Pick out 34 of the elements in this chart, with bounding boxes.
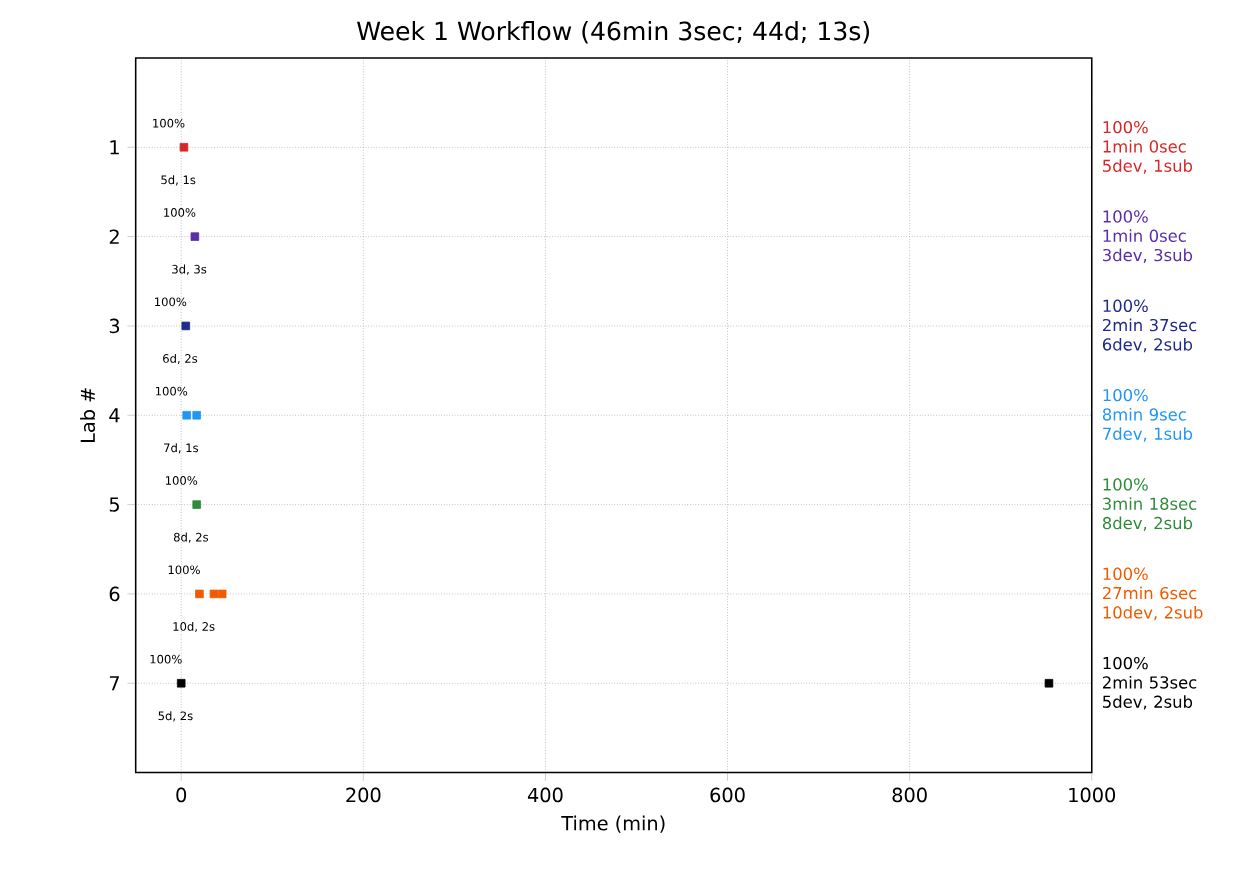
y-tick-label: 7 — [109, 675, 119, 690]
text: 100% 3min 18sec 8dev, 2sub — [1102, 477, 1197, 531]
text: 100% 2min 37sec 6dev, 2sub — [1102, 299, 1197, 352]
x-axis-title: Time (min) — [561, 815, 665, 833]
y-tick-label: 6 — [109, 586, 120, 601]
x-tick-label: 600 — [710, 787, 745, 802]
y-tick-label: 5 — [109, 496, 119, 512]
point — [195, 589, 204, 598]
point — [179, 142, 189, 152]
y-tick-label: 1 — [110, 139, 119, 154]
x-tick-label: 800 — [892, 787, 927, 802]
x-tick-label: 0 — [176, 787, 187, 802]
x-tick-label: 200 — [346, 787, 381, 802]
text: 100% 1min 0sec 5dev, 1sub — [1103, 120, 1193, 174]
point — [192, 499, 201, 509]
y-tick-label: 4 — [109, 407, 120, 422]
point — [192, 410, 201, 420]
point — [209, 589, 219, 598]
y-tick-label: 3 — [109, 318, 120, 333]
point — [190, 231, 200, 241]
point — [181, 321, 191, 330]
text: 100% 1min 0sec 3dev, 3sub — [1103, 209, 1193, 263]
x-tick-label: 400 — [527, 787, 563, 802]
chart-title: Week 1 Workflow (46min 3sec; 44d; 13s) — [357, 20, 870, 43]
x-tick-label: 1000 — [1069, 787, 1116, 802]
point — [1044, 678, 1054, 688]
text: 100% 8min 9sec 7dev, 1sub — [1102, 388, 1193, 442]
y-tick-label: 2 — [109, 228, 119, 244]
y-axis-title: Lab # — [80, 387, 96, 442]
text: 100% 2min 53sec 5dev, 2sub — [1103, 656, 1197, 710]
text: 100% 27min 6sec 10dev, 2sub — [1103, 567, 1203, 620]
point — [176, 678, 186, 688]
point — [217, 589, 227, 598]
point — [182, 410, 191, 420]
